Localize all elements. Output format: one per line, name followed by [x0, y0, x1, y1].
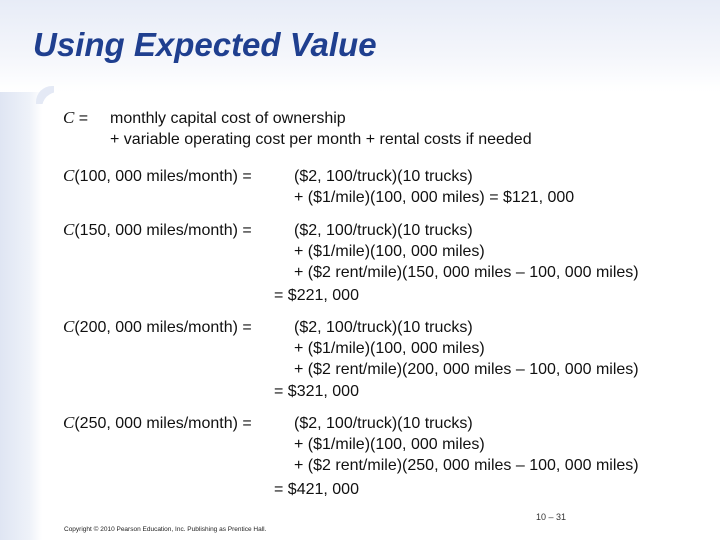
case-2-result: = $221, 000: [274, 287, 359, 304]
definition-line-1: monthly capital cost of ownership: [110, 110, 346, 127]
case-3-line-3: + ($2 rent/mile)(200, 000 miles – 100, 0…: [294, 361, 639, 378]
case-4-head: C(250, 000 miles/month) =: [63, 414, 252, 433]
case-3-line-2: + ($1/mile)(100, 000 miles): [294, 340, 485, 357]
cost-symbol: C: [63, 166, 75, 185]
case-3-head-text: (200, 000 miles/month) =: [74, 319, 252, 336]
case-3-head: C(200, 000 miles/month) =: [63, 318, 252, 337]
cost-symbol: C: [63, 317, 75, 336]
case-4-line-3: + ($2 rent/mile)(250, 000 miles – 100, 0…: [294, 457, 639, 474]
case-1-head-text: (100, 000 miles/month) =: [74, 168, 252, 185]
case-1-line-2: + ($1/mile)(100, 000 miles) = $121, 000: [294, 189, 575, 206]
copyright-notice: Copyright © 2010 Pearson Education, Inc.…: [64, 526, 267, 533]
definition-line-2: + variable operating cost per month + re…: [110, 131, 532, 148]
slide-title: Using Expected Value: [33, 26, 377, 63]
case-2-line-1: ($2, 100/truck)(10 trucks): [294, 222, 473, 239]
case-2-head: C(150, 000 miles/month) =: [63, 221, 252, 240]
case-4-line-1: ($2, 100/truck)(10 trucks): [294, 415, 473, 432]
case-1-line-1: ($2, 100/truck)(10 trucks): [294, 168, 473, 185]
definition-symbol-line: C =: [63, 109, 88, 128]
case-4-line-2: + ($1/mile)(100, 000 miles): [294, 436, 485, 453]
case-4-head-text: (250, 000 miles/month) =: [74, 415, 252, 432]
case-3-line-1: ($2, 100/truck)(10 trucks): [294, 319, 473, 336]
case-1-head: C(100, 000 miles/month) =: [63, 167, 252, 186]
definition-equals: =: [78, 110, 89, 127]
case-2-head-text: (150, 000 miles/month) =: [74, 222, 252, 239]
case-2-line-2: + ($1/mile)(100, 000 miles): [294, 243, 485, 260]
cost-symbol: C: [63, 108, 75, 127]
case-2-line-3: + ($2 rent/mile)(150, 000 miles – 100, 0…: [294, 264, 639, 281]
page-number: 10 – 31: [536, 512, 567, 522]
header-band: [0, 0, 720, 92]
case-3-result: = $321, 000: [274, 383, 359, 400]
cost-symbol: C: [63, 220, 75, 239]
side-band: [0, 92, 42, 540]
cost-symbol: C: [63, 413, 75, 432]
case-4-result: = $421, 000: [274, 481, 359, 498]
